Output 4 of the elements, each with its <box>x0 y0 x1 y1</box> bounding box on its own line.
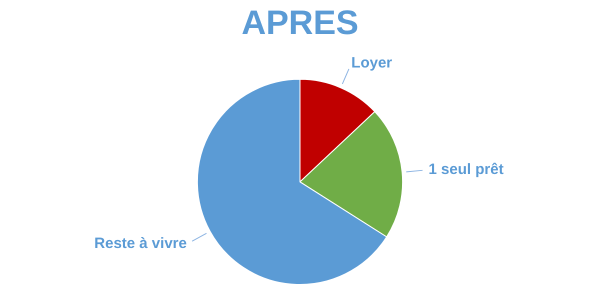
chart-title: APRES <box>241 4 359 42</box>
slice-label: 1 seul prêt <box>428 160 504 178</box>
slice-label: Reste à vivre <box>94 235 187 252</box>
slice-label: Loyer <box>351 54 392 72</box>
